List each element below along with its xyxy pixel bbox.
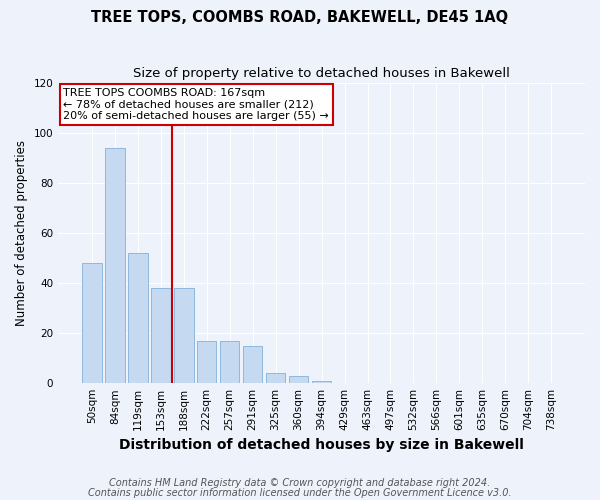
Title: Size of property relative to detached houses in Bakewell: Size of property relative to detached ho… (133, 68, 510, 80)
Bar (266, 373, 286, 383)
X-axis label: Distribution of detached houses by size in Bakewell: Distribution of detached houses by size … (119, 438, 524, 452)
Bar (128, 253, 148, 383)
Bar (105, 148, 125, 383)
Bar (197, 340, 217, 383)
Text: Contains public sector information licensed under the Open Government Licence v3: Contains public sector information licen… (88, 488, 512, 498)
Bar (82, 263, 101, 383)
Y-axis label: Number of detached properties: Number of detached properties (15, 140, 28, 326)
Bar (220, 340, 239, 383)
Bar (243, 346, 262, 383)
Bar (151, 288, 170, 383)
Bar (312, 380, 331, 383)
Bar (289, 376, 308, 383)
Bar (174, 288, 194, 383)
Text: Contains HM Land Registry data © Crown copyright and database right 2024.: Contains HM Land Registry data © Crown c… (109, 478, 491, 488)
Text: TREE TOPS, COOMBS ROAD, BAKEWELL, DE45 1AQ: TREE TOPS, COOMBS ROAD, BAKEWELL, DE45 1… (91, 10, 509, 25)
Text: TREE TOPS COOMBS ROAD: 167sqm
← 78% of detached houses are smaller (212)
20% of : TREE TOPS COOMBS ROAD: 167sqm ← 78% of d… (64, 88, 329, 121)
